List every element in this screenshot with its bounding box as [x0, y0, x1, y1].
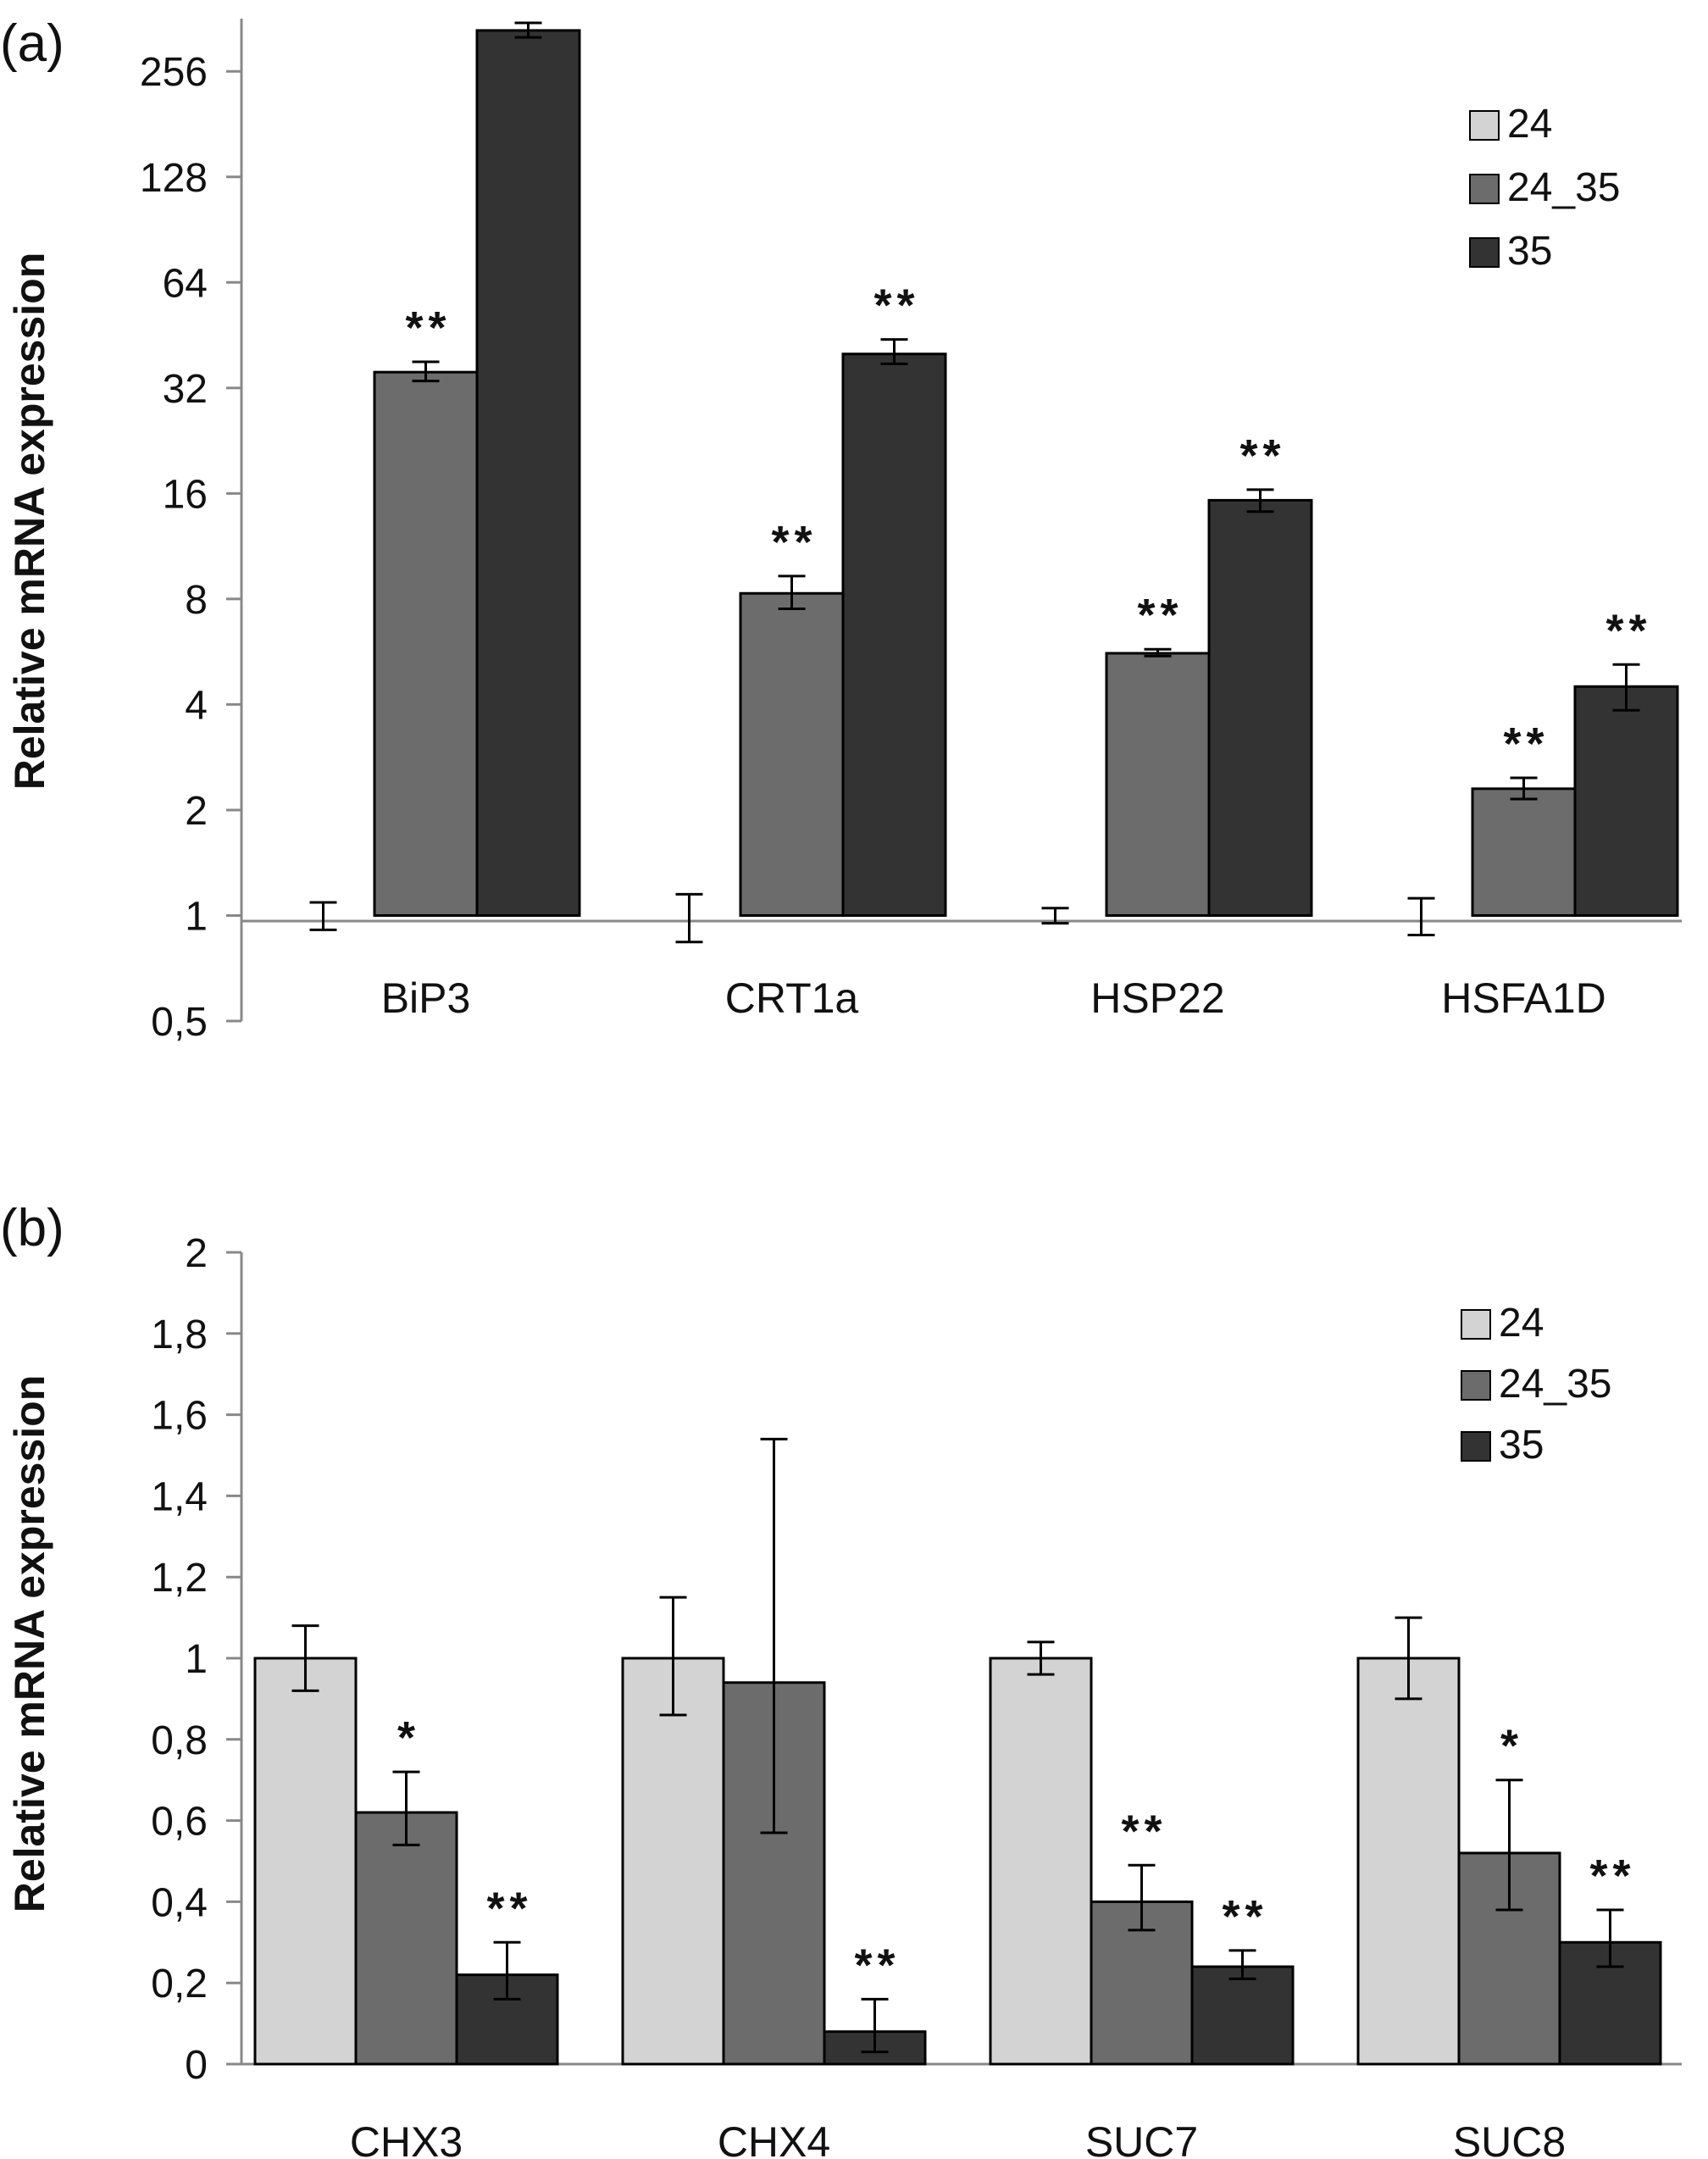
y-tick-label: 32 — [163, 367, 208, 412]
bar-24_35-CRT1a — [739, 591, 845, 917]
bar-24_35-CHX3 — [354, 1811, 458, 2066]
significance-marker: ** — [771, 517, 817, 568]
y-tick-label: 1 — [185, 894, 208, 939]
bar-24-CHX4 — [621, 1657, 725, 2066]
y-tick-label: 0,8 — [151, 1718, 208, 1763]
category-label: CHX3 — [350, 2118, 463, 2159]
significance-marker: ** — [1239, 430, 1285, 481]
y-tick-label: 8 — [185, 578, 208, 623]
bar-35-HSFA1D — [1573, 685, 1679, 917]
significance-marker: ** — [507, 0, 553, 14]
bar-24_35-HSFA1D — [1471, 787, 1577, 917]
significance-marker: * — [397, 1712, 420, 1763]
category-label: CRT1a — [725, 974, 859, 1022]
bar-24_35-BiP3 — [373, 370, 479, 917]
y-tick-label: 2 — [185, 1231, 208, 1276]
bar-35-SUC7 — [1190, 1965, 1295, 2066]
bar-24-CHX3 — [253, 1657, 358, 2066]
y-tick-label: 16 — [163, 472, 208, 517]
y-tick-label: 0 — [185, 2043, 208, 2088]
y-axis-label-a: Relative mRNA expression — [6, 253, 53, 791]
significance-marker: ** — [1589, 1851, 1635, 1901]
y-tick-label: 0,2 — [151, 1962, 208, 2006]
significance-marker: ** — [1137, 590, 1183, 641]
bar-35-BiP3 — [475, 29, 581, 917]
significance-marker: ** — [1222, 1891, 1267, 1942]
y-tick-label: 64 — [163, 261, 208, 306]
chart-panel-a: (a) Relative mRNA expression 0,512481632… — [0, 0, 1682, 1045]
legend-swatch-35 — [1461, 1431, 1491, 1462]
y-tick-label: 2 — [185, 789, 208, 834]
category-label: CHX4 — [718, 2118, 830, 2159]
bar-35-HSP22 — [1207, 498, 1313, 917]
legend-swatch-24_35 — [1461, 1370, 1491, 1401]
legend-b: 24 24_35 35 — [1461, 1301, 1611, 1468]
legend-label: 35 — [1499, 1423, 1544, 1468]
category-label: HSFA1D — [1441, 974, 1606, 1022]
y-tick-label: 1,6 — [151, 1394, 208, 1439]
y-tick-label: 1,4 — [151, 1474, 208, 1519]
legend-label: 24_35 — [1507, 165, 1620, 210]
significance-marker: ** — [1605, 605, 1651, 656]
bar-35-CRT1a — [841, 352, 947, 917]
panel-letter-b: (b) — [0, 1199, 64, 1257]
y-tick-label: 1,2 — [151, 1556, 208, 1601]
significance-marker: ** — [873, 280, 919, 331]
significance-marker: * — [1500, 1721, 1523, 1772]
significance-marker: ** — [1121, 1806, 1167, 1857]
y-tick-label: 0,5 — [151, 1000, 208, 1045]
y-tick-label: 256 — [140, 50, 208, 95]
significance-marker: ** — [405, 302, 451, 353]
legend-swatch-24 — [1469, 110, 1500, 141]
bar-24-SUC8 — [1356, 1657, 1461, 2066]
y-tick-label: 0,4 — [151, 1880, 208, 1925]
legend-label: 24 — [1499, 1301, 1544, 1346]
category-label: HSP22 — [1090, 974, 1224, 1022]
significance-marker: ** — [854, 1940, 900, 1990]
legend-label: 24 — [1507, 102, 1552, 147]
panel-letter-a: (a) — [0, 14, 64, 73]
legend-label: 24_35 — [1499, 1362, 1611, 1407]
significance-marker: ** — [1503, 719, 1549, 769]
category-label: SUC7 — [1085, 2118, 1198, 2159]
bar-24_35-HSP22 — [1105, 652, 1211, 917]
y-tick-label: 128 — [140, 156, 208, 201]
y-tick-label: 1 — [185, 1637, 208, 1682]
category-label: SUC8 — [1453, 2118, 1566, 2159]
legend-a: 24 24_35 35 — [1469, 102, 1620, 274]
chart-panel-b: (b) Relative mRNA expression 0 0,2 0,4 0,6 0… — [0, 1199, 1682, 2159]
y-axis-label-b: Relative mRNA expression — [6, 1375, 53, 1913]
legend-swatch-24 — [1461, 1309, 1491, 1340]
bar-24-SUC7 — [989, 1657, 1093, 2066]
legend-swatch-35 — [1469, 237, 1500, 268]
y-tick-label: 1,8 — [151, 1313, 208, 1357]
legend-swatch-24_35 — [1469, 174, 1500, 204]
y-tick-label: 4 — [185, 683, 208, 728]
significance-marker: ** — [486, 1883, 532, 1934]
legend-label: 35 — [1507, 229, 1552, 274]
y-tick-label: 0,6 — [151, 1800, 208, 1845]
category-label: BiP3 — [381, 974, 471, 1022]
